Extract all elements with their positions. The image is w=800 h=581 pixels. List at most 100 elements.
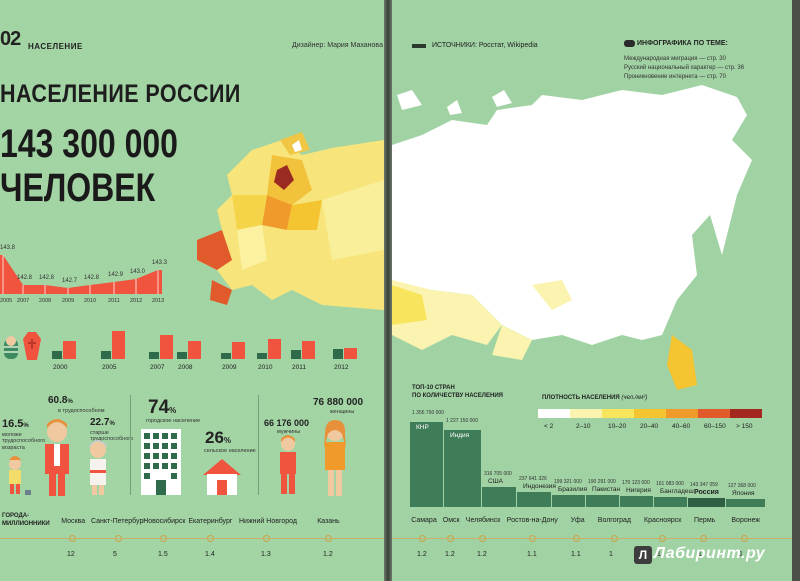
right-page: ИСТОЧНИКИ: Росстат, Wikipedia ИНФОГРАФИК… xyxy=(392,0,792,581)
line-chart-value: 142.8 xyxy=(17,275,33,281)
millionaires-label: ГОРОДА- МИЛЛИОННИКИ xyxy=(2,513,50,527)
death-bar xyxy=(63,341,76,359)
country-name: Нигерия xyxy=(626,487,651,495)
birth-bar xyxy=(149,352,159,359)
bar-year-label: 2010 xyxy=(258,364,273,371)
line-chart-value: 142.8 xyxy=(39,275,55,281)
birth-bar xyxy=(333,349,343,359)
russia-map-east xyxy=(392,85,752,390)
city-population: 1 xyxy=(609,551,613,558)
bar-chart xyxy=(52,331,357,359)
building-window xyxy=(144,443,150,449)
city-population: 5 xyxy=(113,551,117,558)
line-chart-point xyxy=(89,285,91,294)
legend-swatch xyxy=(602,409,634,418)
city-population: 1.2 xyxy=(445,551,455,558)
country-bar xyxy=(654,496,687,507)
line-chart-point xyxy=(44,285,46,294)
urban-pct: 74% xyxy=(148,397,177,418)
city-name: Омск xyxy=(442,517,460,524)
line-chart-point xyxy=(22,285,24,294)
line-chart-year: 2009 xyxy=(62,298,75,304)
building-window xyxy=(171,463,177,469)
able-pct: 60.8% xyxy=(48,395,73,406)
death-bar xyxy=(112,331,125,359)
building-window xyxy=(171,453,177,459)
infographic-title: ИНФОГРАФИКА ПО ТЕМЕ: xyxy=(637,40,728,47)
population-number: 143 300 000 xyxy=(0,122,178,166)
house-icon xyxy=(203,459,241,495)
sources: ИСТОЧНИКИ: Росстат, Wikipedia xyxy=(432,42,538,49)
city-name: Уфа xyxy=(570,517,585,524)
designer-credit: Дизайнер: Мария Маханова xyxy=(292,42,383,49)
birth-bar xyxy=(177,352,187,359)
city-name: Челябинск xyxy=(465,517,501,524)
city-name: Красноярск xyxy=(644,517,682,524)
legend-swatch xyxy=(698,409,730,418)
death-bar xyxy=(232,342,245,359)
infographic-item: Русский национальный характер — стр. 36 xyxy=(624,65,745,71)
city-population: 12 xyxy=(67,551,75,558)
women-count: 76 880 000 xyxy=(313,397,364,408)
city-name: Ростов-на-Дону xyxy=(506,517,558,524)
country-bar xyxy=(620,496,653,507)
watermark: Лабиринт.ру xyxy=(654,545,766,562)
country-name: Бразилия xyxy=(558,485,587,493)
city-name: Самара xyxy=(411,517,437,524)
death-bar xyxy=(188,341,201,359)
legend-label: 2–10 xyxy=(576,423,591,430)
bar-year-label: 2011 xyxy=(292,364,306,371)
city-population: 1.2 xyxy=(417,551,427,558)
line-chart-point xyxy=(67,288,69,294)
legend-label: 10–20 xyxy=(608,423,627,430)
line-chart-point xyxy=(113,282,115,294)
city-name: Нижний Новгород xyxy=(239,518,297,525)
country-name: Индонезия xyxy=(523,483,556,491)
urban-label: городское население xyxy=(146,418,201,424)
bar-year-label: 2009 xyxy=(222,364,237,371)
able-label: в трудоспособном xyxy=(58,408,105,414)
apartment-building-icon xyxy=(141,429,181,495)
country-bar xyxy=(517,492,551,507)
legend-swatch xyxy=(666,409,698,418)
line-chart-value: 142.9 xyxy=(108,272,124,278)
city-population: 1.4 xyxy=(205,551,215,558)
country-value: 237 641 326 xyxy=(519,476,547,483)
timeline-line xyxy=(392,538,792,539)
old-label: старше трудоспособного xyxy=(90,430,134,443)
legend-label: 20–40 xyxy=(640,423,659,430)
line-chart-year: 2013 xyxy=(152,298,165,304)
left-page: 02 НАСЕЛЕНИЕ Дизайнер: Мария Маханова НА… xyxy=(0,0,384,581)
country-value: 143 347 059 xyxy=(690,482,718,489)
legend-label: 60–150 xyxy=(704,423,726,430)
building-window xyxy=(171,443,177,449)
birth-bar xyxy=(52,351,62,359)
city-population: 1.2 xyxy=(323,551,333,558)
building-window xyxy=(171,433,177,439)
legend-swatch xyxy=(730,409,762,418)
line-chart-year: 2012 xyxy=(130,298,143,304)
russia-map-west xyxy=(197,132,384,310)
page-number: 02 xyxy=(0,28,21,50)
death-bar xyxy=(160,335,173,359)
city-population: 1 xyxy=(657,551,661,558)
country-bar xyxy=(444,430,481,507)
building-window xyxy=(144,453,150,459)
legend-swatch xyxy=(570,409,602,418)
building-window xyxy=(162,433,168,439)
country-value: 161 083 000 xyxy=(656,480,684,487)
birth-bar xyxy=(257,353,267,359)
country-value: 1 356 790 000 xyxy=(412,410,444,416)
city-population: 1.1 xyxy=(527,551,537,558)
divider xyxy=(258,395,259,495)
men-women-illustration xyxy=(280,420,346,496)
building-window xyxy=(153,433,159,439)
city-name: Пермь xyxy=(694,517,716,524)
line-chart-year: 2008 xyxy=(39,298,52,304)
building-window xyxy=(153,463,159,469)
population-unit: ЧЕЛОВЕК xyxy=(0,166,156,210)
rural-pct: 26% xyxy=(205,428,232,447)
country-name: КНР xyxy=(416,424,429,431)
infographic-item: Проникновение интернета — стр. 70 xyxy=(624,74,726,80)
country-name: Россия xyxy=(694,489,719,497)
